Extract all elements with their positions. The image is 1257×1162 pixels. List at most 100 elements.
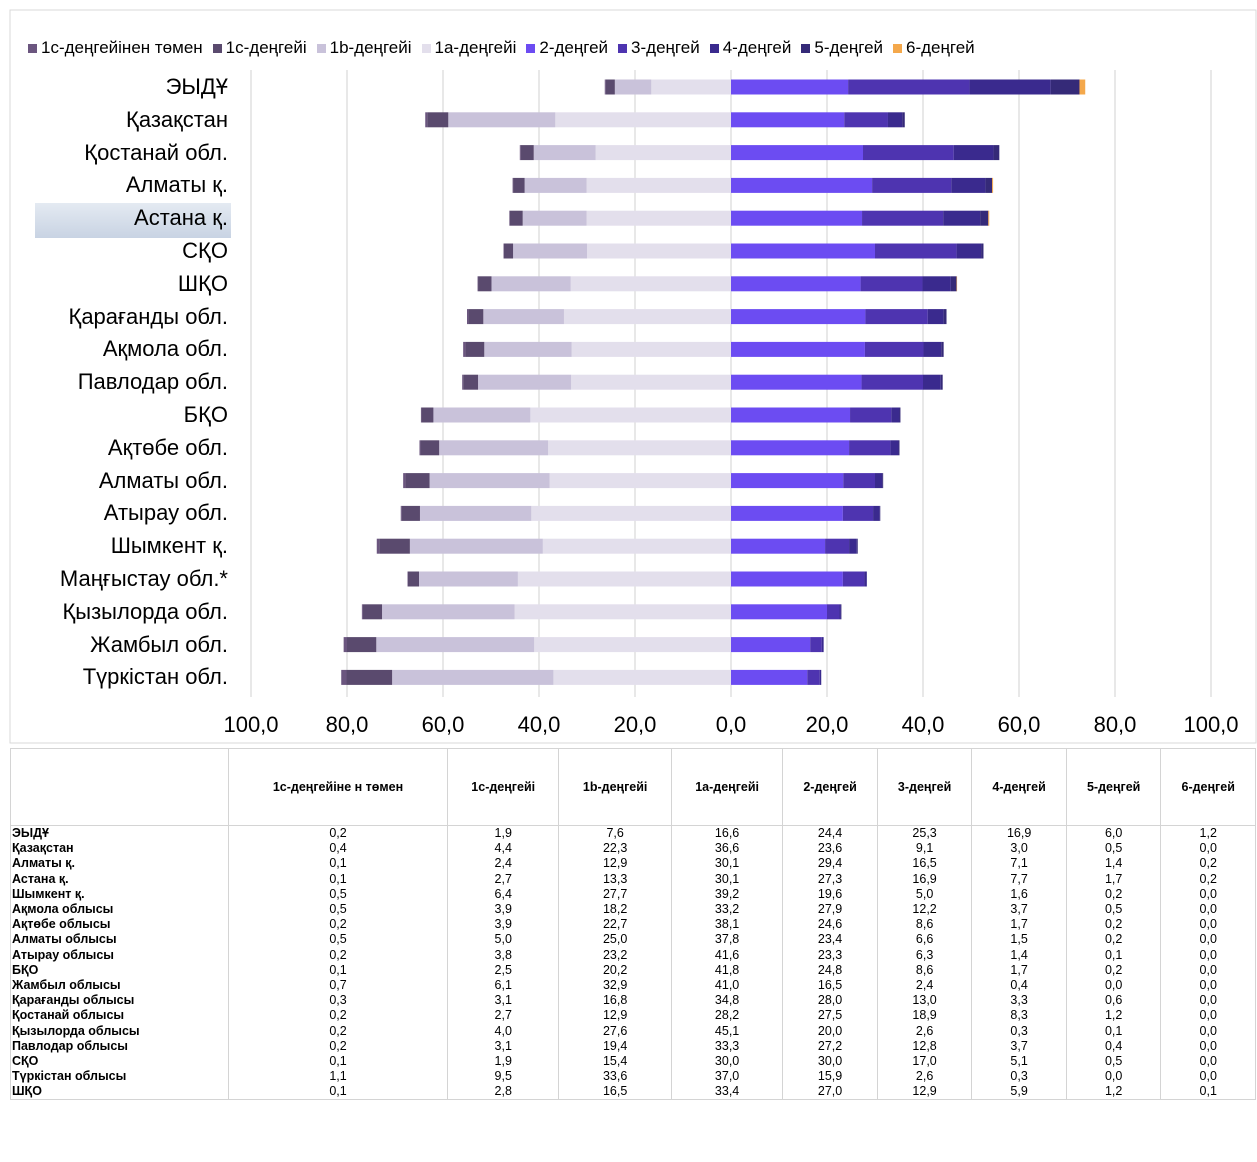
table-cell: 0,1 — [1160, 1084, 1256, 1101]
bar-segment — [503, 243, 514, 259]
table-cell: 0,5 — [1065, 841, 1161, 857]
bar-segment — [346, 669, 393, 685]
bar-segment — [992, 177, 994, 193]
legend-swatch — [709, 43, 719, 53]
bar-segment — [409, 538, 543, 554]
bar-segment — [419, 571, 518, 587]
table-row: Атырау облысы 0,2 3,8 23,2 41,6 23,3 6,3 1,4 0,1… — [10, 947, 1256, 963]
table-cell: 4,0 — [447, 1023, 559, 1039]
category-label: ЭЫДҰ — [165, 74, 228, 99]
bar-segment — [439, 440, 549, 456]
bar-segment — [392, 669, 554, 685]
legend-label: 6-деңгей — [906, 38, 975, 57]
bar-segment — [433, 407, 531, 423]
table-cell: 0,5 — [227, 901, 448, 918]
bar-segment — [362, 604, 383, 620]
bar-segment — [843, 473, 875, 489]
x-tick-label: 0,0 — [715, 712, 747, 737]
bar-segment — [865, 309, 928, 325]
chart-legend: 1с-деңгейінен төмен 1с-деңгейі 1b-деңгейі 1… — [28, 37, 1253, 59]
legend-label: 2-деңгей — [539, 38, 609, 57]
table-cell: 41,6 — [670, 947, 783, 963]
table-cell: 27,2 — [782, 1038, 878, 1054]
table-cell: 24,4 — [782, 825, 878, 842]
category-label: Түркістан обл. — [82, 664, 228, 690]
table-cell: 8,6 — [876, 962, 972, 978]
table-header-cell: 2-деңгей — [782, 748, 878, 826]
table-cell: 3,1 — [447, 993, 559, 1009]
bar-segment — [421, 407, 434, 423]
table-row-label: Қостанай облысы — [10, 1008, 229, 1024]
table-header-cell: 1b-деңгейі — [558, 748, 672, 826]
table-cell: 0,1 — [1065, 1023, 1161, 1039]
bar-segment — [343, 637, 347, 653]
table-cell: 5,0 — [876, 886, 972, 902]
category-label: Павлодар обл. — [77, 369, 228, 395]
table-row: Қазақстан 0,4 4,4 22,3 36,6 23,6 9,1 3,0 0,5 0,0 — [10, 841, 1256, 857]
bar-segment — [943, 210, 981, 226]
legend-swatch — [618, 43, 628, 53]
bar-segment — [425, 112, 428, 128]
table-row: Ақтөбе облысы 0,2 3,9 22,7 38,1 24,6 8,6 1,7 0,2… — [10, 917, 1256, 933]
bar-segment — [478, 276, 492, 292]
table-row-label: Қазақстан — [10, 841, 229, 857]
bar-segment — [731, 341, 865, 357]
bar-segment — [570, 276, 731, 292]
table-row: Қызылорда облысы 0,2 4,0 27,6 45,1 20,0 2,6 0,3… — [10, 1023, 1256, 1039]
bar-segment — [376, 538, 380, 554]
bar-segment — [468, 309, 484, 325]
table-cell: 20,2 — [558, 962, 672, 978]
table-cell: 0,2 — [1160, 856, 1256, 872]
bar-segment — [517, 571, 731, 587]
table-row: БҚО 0,1 2,5 20,2 41,8 24,8 8,6 1,7 0,2 0,0 — [10, 962, 1256, 978]
bar-segment — [571, 374, 731, 390]
table-cell: 15,4 — [558, 1053, 672, 1069]
category-label: Алматы қ. — [125, 172, 228, 198]
table-cell: 6,0 — [1065, 825, 1161, 842]
table-cell: 0,0 — [1160, 977, 1256, 994]
table-cell: 0,4 — [227, 841, 448, 857]
table-cell: 8,3 — [971, 1008, 1067, 1024]
table-cell: 34,8 — [670, 993, 783, 1009]
table-cell: 22,3 — [558, 841, 672, 857]
category-label: Қазақстан — [126, 106, 228, 132]
table-cell: 16,5 — [876, 856, 972, 872]
table-cell: 6,6 — [876, 932, 972, 948]
table-cell: 7,7 — [971, 871, 1067, 887]
bar-segment — [522, 210, 587, 226]
table-cell: 18,2 — [558, 901, 672, 918]
table-cell: 30,1 — [670, 856, 783, 872]
bar-segment — [463, 374, 479, 390]
table-row: Павлодар облысы 0,2 3,1 19,4 33,3 27,2 12,8 3,7… — [10, 1038, 1256, 1054]
table-cell: 2,8 — [447, 1084, 559, 1101]
table-cell: 23,2 — [558, 947, 672, 963]
table-cell: 0,4 — [1065, 1038, 1161, 1054]
legend-label: 1с-деңгейінен төмен — [41, 38, 203, 57]
bar-segment — [467, 309, 469, 325]
bar-segment — [563, 309, 731, 325]
bar-segment — [950, 276, 957, 292]
bar-segment — [863, 145, 954, 161]
category-label: Ақтөбе обл. — [107, 434, 228, 460]
bar-segment — [530, 407, 731, 423]
table-cell: 0,0 — [1160, 962, 1256, 978]
table-cell: 1,7 — [971, 962, 1067, 978]
table-cell: 5,0 — [447, 932, 559, 948]
bar-segment — [555, 112, 731, 128]
table-header-cell: 1с-деңгейіне н төмен — [227, 748, 448, 826]
table-cell: 12,9 — [558, 856, 672, 872]
bar-segment — [842, 571, 865, 587]
bar-segment — [731, 243, 875, 259]
table-header-cell: 6-деңгей — [1160, 748, 1256, 826]
table-cell: 15,9 — [782, 1069, 878, 1085]
x-tick-label: 20,0 — [805, 712, 849, 737]
x-tick-label: 80,0 — [325, 712, 369, 737]
table-cell: 0,0 — [1160, 947, 1256, 963]
bar-segment — [401, 505, 420, 521]
table-cell: 1,1 — [227, 1069, 448, 1085]
bar-segment — [462, 374, 464, 390]
bar-segment — [848, 79, 970, 95]
bar-segment — [864, 571, 867, 587]
table-cell: 7,6 — [558, 825, 672, 842]
table-cell: 1,5 — [971, 932, 1067, 948]
